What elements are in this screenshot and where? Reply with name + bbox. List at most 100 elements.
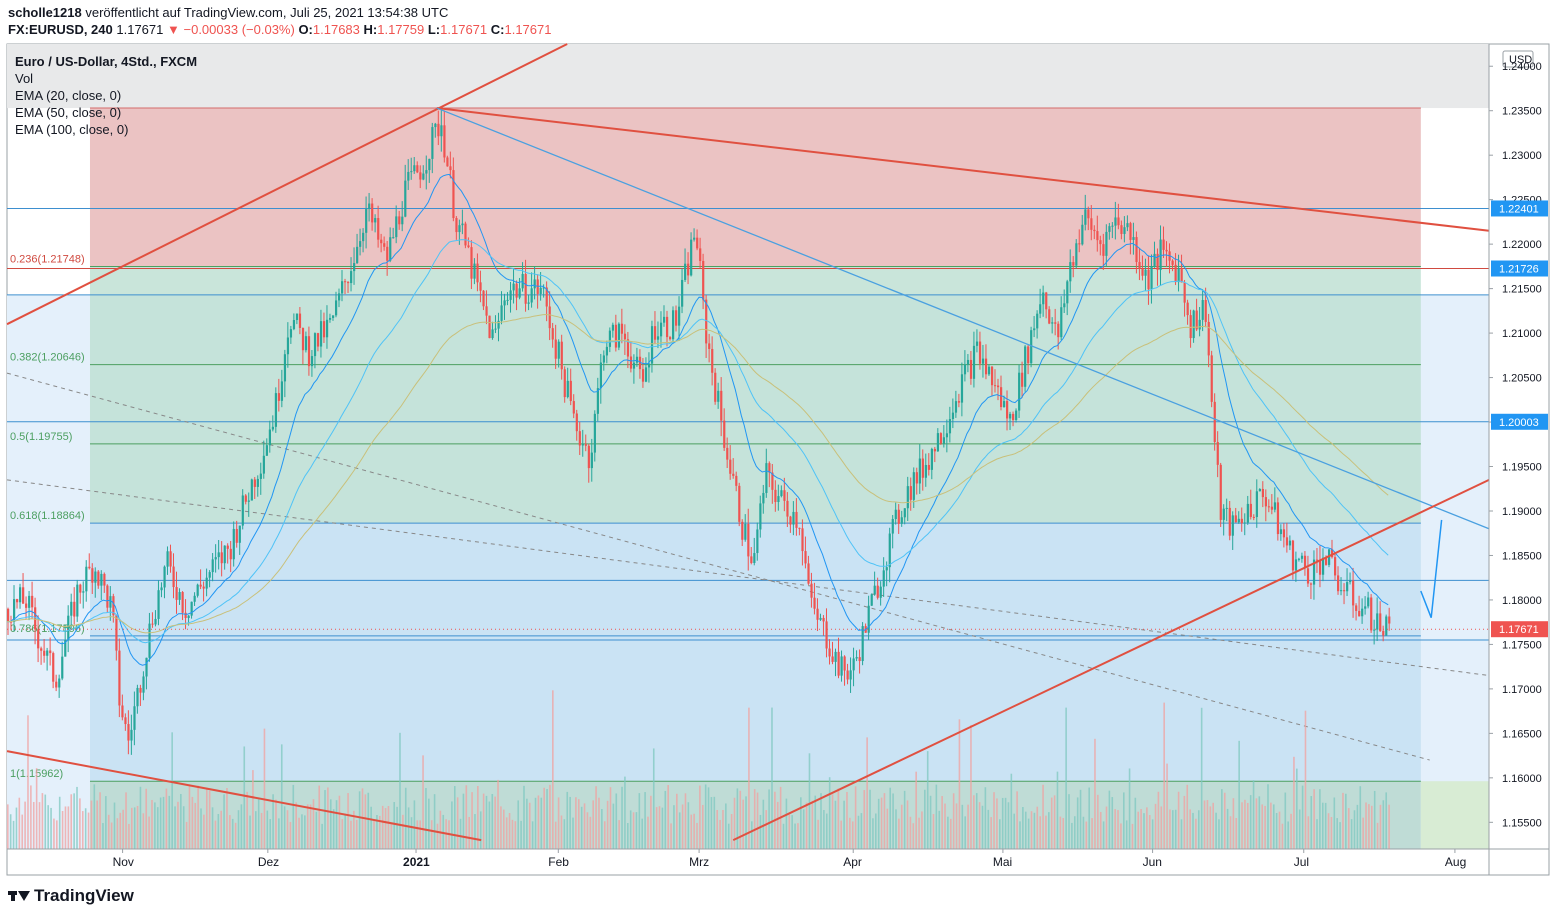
candle-body: [319, 321, 323, 347]
volume-bar: [699, 785, 701, 849]
candle-body: [1162, 239, 1165, 250]
candle-body: [127, 724, 130, 741]
trend-line: [436, 107, 1490, 232]
candle-body: [807, 563, 810, 584]
candle-body: [109, 596, 112, 608]
candle-body: [350, 271, 353, 284]
candle-body: [1337, 575, 1340, 592]
volume-bar: [823, 809, 825, 849]
candle-body: [870, 594, 873, 606]
volume-bar: [1073, 816, 1076, 849]
candle-body: [876, 585, 879, 598]
candle-body: [990, 366, 994, 386]
legend-title[interactable]: Euro / US-Dollar, 4Std., FXCM: [15, 54, 198, 69]
tradingview-brand[interactable]: TradingView: [8, 886, 134, 906]
candle-body: [61, 656, 64, 679]
volume-bar: [624, 776, 626, 849]
volume-bar: [1108, 790, 1111, 849]
candle-body: [1201, 300, 1204, 320]
volume-bar: [825, 813, 828, 849]
volume-bar: [1117, 810, 1119, 849]
candle-body: [1279, 529, 1283, 535]
candle-body: [43, 650, 46, 656]
volume-bar: [704, 784, 707, 849]
volume-bar: [488, 801, 491, 849]
candle-body: [1120, 225, 1123, 234]
x-tick-label: Mrz: [689, 855, 709, 869]
candle-body: [277, 393, 281, 401]
candle-body: [699, 248, 702, 261]
candle-body: [416, 165, 419, 173]
volume-bar: [456, 797, 459, 849]
candle-body: [1370, 597, 1373, 631]
candle-body: [542, 287, 545, 289]
volume-bar: [898, 818, 900, 849]
published-text: veröffentlicht auf TradingView.com, Juli…: [85, 5, 449, 20]
candle-body: [268, 429, 271, 446]
candle-body: [443, 125, 446, 158]
volume-bar: [402, 814, 404, 849]
candle-body: [473, 263, 476, 279]
candle-body: [437, 123, 440, 137]
candle-body: [292, 320, 296, 330]
legend-vol[interactable]: Vol: [15, 71, 34, 86]
author-name[interactable]: scholle1218: [8, 5, 82, 20]
volume-bar: [1223, 792, 1226, 849]
legend-ema20[interactable]: EMA (20, close, 0): [15, 88, 122, 103]
volume-bar: [255, 811, 257, 849]
candle-body: [359, 241, 362, 247]
volume-bar: [327, 787, 329, 849]
close-label: C:: [490, 22, 505, 37]
volume-bar: [76, 786, 78, 849]
candle-body: [545, 287, 548, 307]
volume-bar: [745, 796, 747, 849]
legend-ema50[interactable]: EMA (50, close, 0): [15, 105, 122, 120]
candle-body: [930, 448, 933, 470]
candle-body: [1102, 244, 1105, 256]
candle-body: [939, 433, 943, 444]
volume-bar: [194, 802, 197, 849]
volume-bar: [468, 816, 470, 849]
candle-body: [551, 328, 554, 340]
candle-body: [795, 511, 798, 528]
candle-body: [678, 306, 681, 326]
candle-body: [1240, 518, 1243, 524]
candle-body: [1027, 346, 1030, 364]
volume-bar: [1146, 807, 1148, 849]
candle-body: [1340, 590, 1343, 592]
volume-bar: [938, 810, 941, 849]
volume-bar: [632, 812, 635, 849]
candle-body: [1081, 224, 1084, 245]
volume-bar: [589, 816, 592, 849]
candle-body: [232, 528, 235, 560]
candle-body: [885, 567, 888, 571]
volume-bar: [240, 804, 243, 849]
candle-body: [368, 203, 371, 210]
volume-bar: [113, 802, 116, 849]
volume-bar: [168, 795, 171, 849]
volume-bar: [583, 803, 586, 849]
volume-bar: [497, 779, 499, 849]
candle-body: [1009, 413, 1012, 419]
candle-body: [602, 355, 606, 363]
volume-bar: [958, 719, 961, 849]
candle-body: [738, 485, 741, 522]
volume-bar: [857, 815, 860, 849]
candle-body: [1153, 253, 1156, 267]
candle-body: [560, 341, 563, 370]
candle-body: [118, 650, 121, 706]
legend-ema100[interactable]: EMA (100, close, 0): [15, 122, 129, 137]
volume-bar: [1330, 816, 1333, 849]
candle-body: [975, 341, 979, 346]
candle-body: [79, 584, 82, 593]
volume-bar: [289, 821, 292, 849]
candle-body: [729, 459, 732, 474]
volume-bar: [742, 799, 744, 849]
candle-body: [1225, 507, 1228, 509]
volume-bar: [223, 794, 225, 849]
candle-body: [608, 330, 612, 347]
candle-body: [467, 245, 470, 248]
candle-body: [1177, 268, 1180, 283]
volume-bar: [802, 809, 805, 849]
volume-bar: [1048, 812, 1050, 849]
